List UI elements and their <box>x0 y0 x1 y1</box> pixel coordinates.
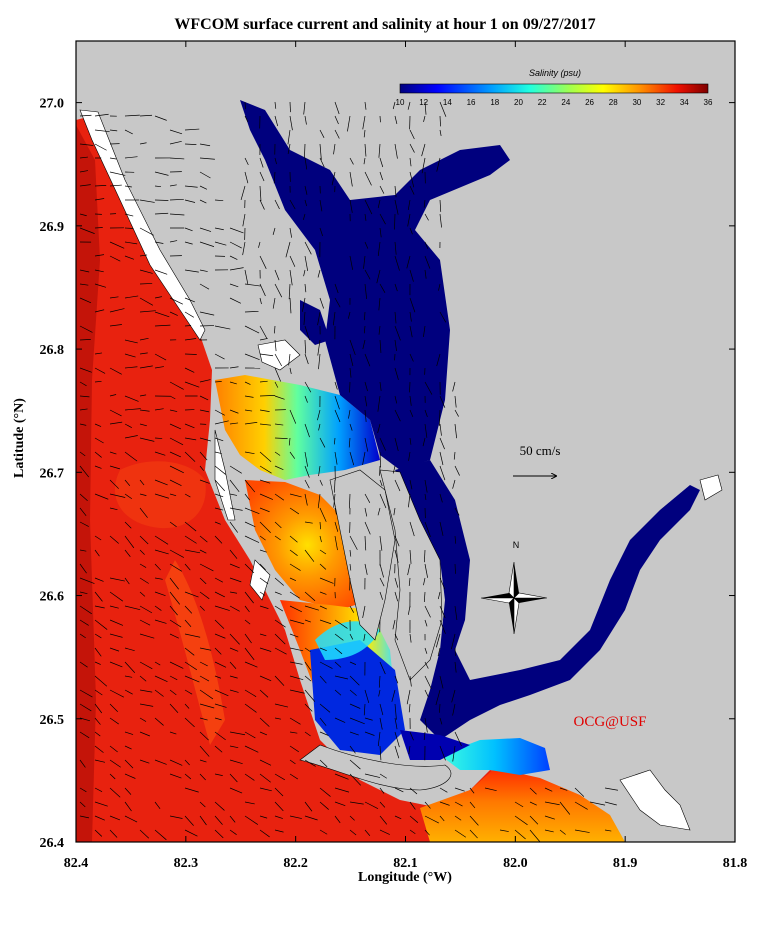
north-label: N <box>513 540 520 550</box>
x-tick-label: 82.2 <box>283 856 308 871</box>
credit-label: OCG@USF <box>573 714 646 730</box>
colorbar-tick-label: 12 <box>419 98 428 107</box>
colorbar-tick-label: 36 <box>704 98 713 107</box>
x-tick-label: 82.1 <box>393 856 418 871</box>
y-tick-label: 26.4 <box>40 836 65 851</box>
page-title: WFCOM surface current and salinity at ho… <box>0 16 770 34</box>
y-tick-label: 26.8 <box>40 343 65 358</box>
colorbar-tick-label: 30 <box>632 98 641 107</box>
x-tick-label: 82.0 <box>503 856 528 871</box>
colorbar-tick-label: 22 <box>538 98 547 107</box>
y-tick-label: 26.9 <box>40 220 65 235</box>
colorbar-title: Salinity (psu) <box>529 68 581 78</box>
colorbar-tick-label: 24 <box>561 98 570 107</box>
y-tick-label: 26.5 <box>40 713 65 728</box>
colorbar-tick-label: 28 <box>609 98 618 107</box>
y-tick-label: 27.0 <box>40 97 65 112</box>
colorbar-tick-label: 16 <box>467 98 476 107</box>
colorbar-tick-label: 14 <box>443 98 452 107</box>
colorbar-tick-label: 18 <box>490 98 499 107</box>
colorbar-gradient <box>400 84 708 93</box>
colorbar-tick-label: 32 <box>656 98 665 107</box>
x-tick-label: 81.9 <box>613 856 638 871</box>
colorbar-tick-label: 26 <box>585 98 594 107</box>
y-tick-label: 26.7 <box>40 466 65 481</box>
x-tick-label: 82.4 <box>64 856 89 871</box>
x-axis-label: Longitude (°W) <box>0 870 770 886</box>
scale-label: 50 cm/s <box>520 443 561 458</box>
colorbar-tick-label: 20 <box>514 98 523 107</box>
colorbar-tick-label: 10 <box>396 98 405 107</box>
colorbar-tick-label: 34 <box>680 98 689 107</box>
y-tick-label: 26.6 <box>40 590 65 605</box>
y-axis-label: Latitude (°N) <box>12 378 28 498</box>
x-tick-label: 81.8 <box>723 856 748 871</box>
x-tick-label: 82.3 <box>174 856 199 871</box>
